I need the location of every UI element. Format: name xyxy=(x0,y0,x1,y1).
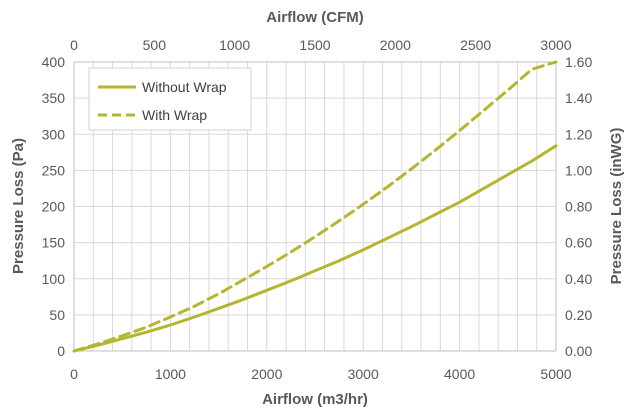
y-tick-label-right: 1.20 xyxy=(565,126,592,142)
x-tick-label-bottom: 0 xyxy=(70,366,78,382)
legend-label-without-wrap: Without Wrap xyxy=(142,79,227,95)
series-line-without-wrap xyxy=(72,144,558,353)
x-tick-label-bottom: 3000 xyxy=(348,366,379,382)
x-tick-label-top: 1000 xyxy=(219,37,250,53)
legend-label-with-wrap: With Wrap xyxy=(142,107,207,123)
x-tick-label-bottom: 1000 xyxy=(155,366,186,382)
y-tick-label-left: 0 xyxy=(57,343,65,359)
series-lines xyxy=(72,60,558,353)
x-tick-label-top: 0 xyxy=(70,37,78,53)
y-axis-title-right: Pressure Loss (inWG) xyxy=(608,128,625,285)
y-tick-label-left: 200 xyxy=(42,199,66,215)
legend: Without Wrap With Wrap xyxy=(88,67,252,131)
y-tick-label-right: 0.60 xyxy=(565,235,592,251)
x-tick-label-bottom: 5000 xyxy=(540,366,571,382)
y-tick-label-left: 350 xyxy=(42,90,66,106)
y-tick-label-left: 50 xyxy=(49,307,65,323)
y-tick-label-left: 150 xyxy=(42,235,66,251)
y-axis-title-left: Pressure Loss (Pa) xyxy=(10,138,27,274)
x-tick-label-bottom: 4000 xyxy=(444,366,475,382)
y-tick-label-right: 0.20 xyxy=(565,307,592,323)
y-tick-label-left: 400 xyxy=(42,54,66,70)
y-tick-label-left: 300 xyxy=(42,126,66,142)
series-line-with-wrap xyxy=(72,60,558,353)
y-tick-label-left: 100 xyxy=(42,271,66,287)
y-tick-label-right: 1.60 xyxy=(565,54,592,70)
x-tick-label-top: 1500 xyxy=(299,37,330,53)
x-tick-label-top: 500 xyxy=(143,37,167,53)
y-tick-label-right: 0.00 xyxy=(565,343,592,359)
y-tick-label-right: 1.40 xyxy=(565,90,592,106)
y-tick-label-right: 0.80 xyxy=(565,199,592,215)
x-tick-label-top: 3000 xyxy=(540,37,571,53)
legend-box xyxy=(88,67,252,131)
y-tick-label-left: 250 xyxy=(42,162,66,178)
axes xyxy=(73,61,557,352)
y-tick-label-right: 0.40 xyxy=(565,271,592,287)
y-tick-label-right: 1.00 xyxy=(565,162,592,178)
x-axis-title-top: Airflow (CFM) xyxy=(266,9,363,26)
x-axis-title-bottom: Airflow (m3/hr) xyxy=(262,391,368,408)
x-tick-label-top: 2500 xyxy=(460,37,491,53)
x-tick-label-bottom: 2000 xyxy=(251,366,282,382)
x-tick-label-top: 2000 xyxy=(380,37,411,53)
